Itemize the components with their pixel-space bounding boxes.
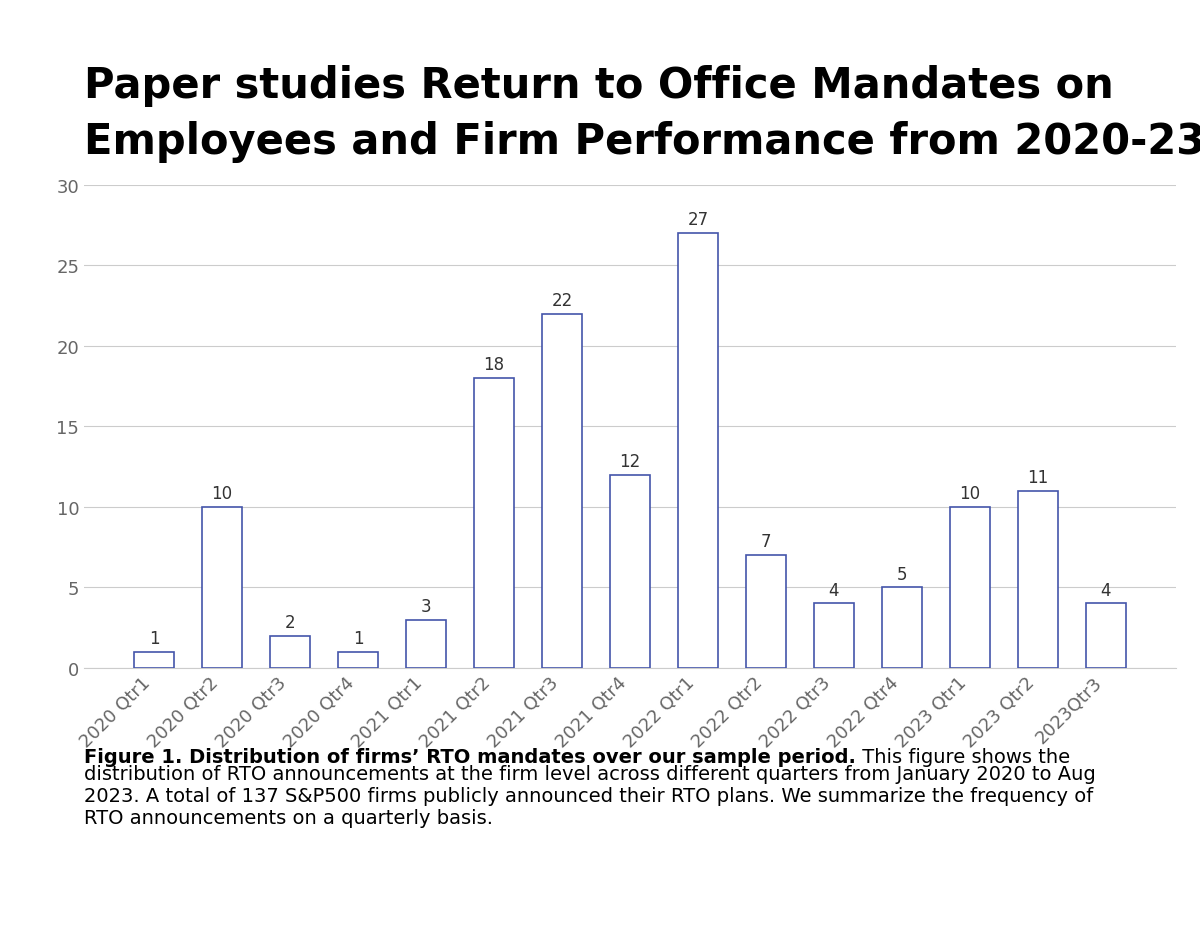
- Text: 12: 12: [619, 452, 641, 470]
- Text: 27: 27: [688, 211, 708, 229]
- Text: 5: 5: [896, 565, 907, 583]
- Text: Paper studies Return to Office Mandates on: Paper studies Return to Office Mandates …: [84, 65, 1114, 107]
- Text: 11: 11: [1027, 469, 1049, 486]
- Bar: [949, 508, 990, 668]
- Text: 7: 7: [761, 533, 772, 550]
- Text: 18: 18: [484, 355, 504, 374]
- Bar: [882, 587, 923, 668]
- Text: Employees and Firm Performance from 2020-23: Employees and Firm Performance from 2020…: [84, 121, 1200, 162]
- Bar: [745, 556, 786, 668]
- Text: 2: 2: [284, 613, 295, 631]
- Bar: [814, 604, 854, 668]
- Bar: [1086, 604, 1127, 668]
- Bar: [1018, 491, 1058, 668]
- Bar: [678, 234, 719, 668]
- Text: This figure shows the: This figure shows the: [856, 747, 1070, 766]
- Bar: [133, 652, 174, 668]
- Text: distribution of RTO announcements at the firm level across different quarters fr: distribution of RTO announcements at the…: [84, 764, 1096, 827]
- Text: 1: 1: [353, 629, 364, 647]
- Bar: [610, 475, 650, 668]
- Bar: [406, 620, 446, 668]
- Bar: [270, 636, 311, 668]
- Bar: [202, 508, 242, 668]
- Text: 22: 22: [551, 291, 572, 309]
- Bar: [541, 315, 582, 668]
- Text: 10: 10: [211, 484, 233, 502]
- Bar: [474, 379, 515, 668]
- Text: 10: 10: [960, 484, 980, 502]
- Text: 4: 4: [1100, 581, 1111, 599]
- Bar: [337, 652, 378, 668]
- Text: 4: 4: [829, 581, 839, 599]
- Text: 3: 3: [421, 597, 431, 615]
- Text: 1: 1: [149, 629, 160, 647]
- Text: Figure 1. Distribution of firms’ RTO mandates over our sample period.: Figure 1. Distribution of firms’ RTO man…: [84, 747, 856, 766]
